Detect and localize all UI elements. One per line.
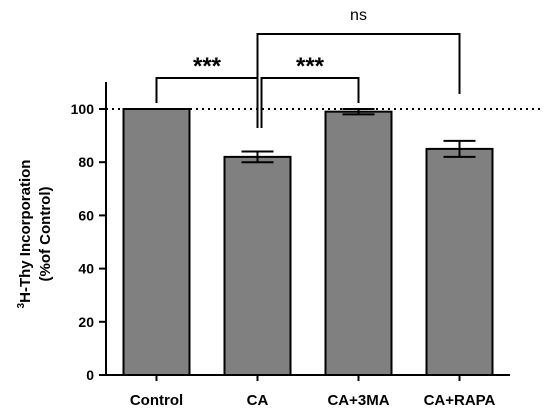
significance-label: ***	[296, 53, 325, 80]
significance-label: ns	[350, 7, 367, 24]
significance-bracket	[155, 77, 259, 128]
significance-brackets: *** *** ns	[155, 7, 461, 128]
y-tick-label: 0	[86, 367, 94, 383]
significance-label: ***	[193, 53, 222, 80]
bars-group	[122, 108, 494, 376]
y-axis-label-superscript: 3	[16, 302, 27, 308]
bar-ca-rapa	[425, 147, 494, 376]
y-axis-label: 3H-Thy Incorporation (%of Control)	[16, 160, 54, 309]
bar-control	[122, 108, 191, 376]
y-tick-label: 40	[78, 261, 94, 277]
y-tick-label: 60	[78, 207, 94, 223]
y-tick-label: 100	[71, 101, 95, 117]
bar-ca-3ma	[324, 110, 393, 376]
y-tick-label: 20	[78, 314, 94, 330]
significance-bracket	[256, 33, 461, 94]
y-axis-label-line2: (%of Control)	[37, 187, 54, 282]
x-tick-label: CA+RAPA	[424, 392, 496, 409]
x-tick-label: CA+3MA	[327, 392, 389, 409]
x-tick-label: Control	[130, 392, 183, 409]
y-axis-label-line1: H-Thy Incorporation	[17, 160, 34, 303]
y-tick-label: 80	[78, 154, 94, 170]
bar-ca	[223, 155, 292, 376]
x-tick-label: CA	[247, 392, 269, 409]
x-axis: Control CA CA+3MA CA+RAPA	[105, 374, 510, 409]
svg-text:3H-Thy Incorporation: 3H-Thy Incorporation	[16, 160, 34, 309]
significance-bracket	[260, 77, 360, 128]
